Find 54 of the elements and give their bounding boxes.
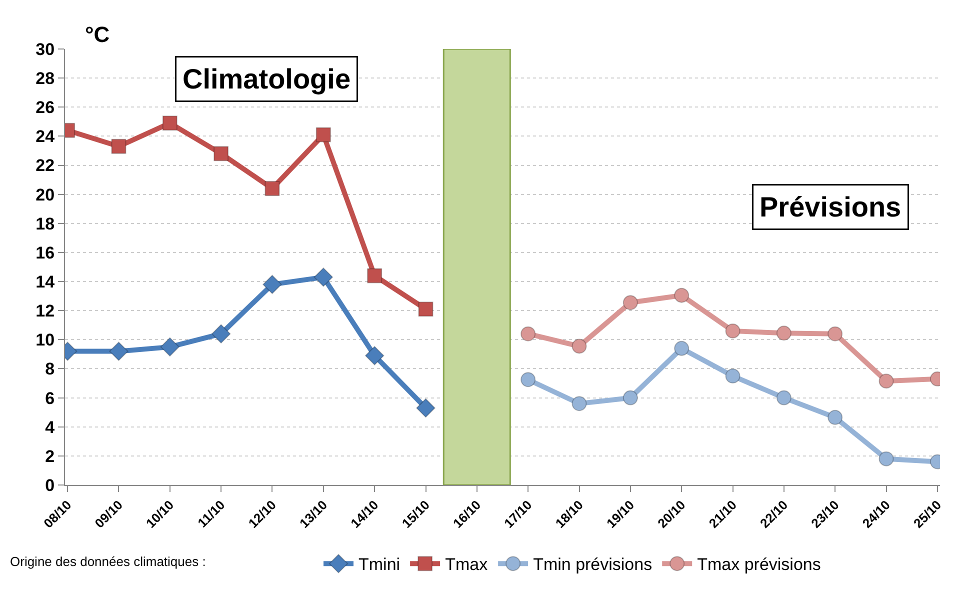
- y-tick-label: 28: [36, 69, 55, 88]
- point: [264, 181, 280, 196]
- y-tick-label: 14: [36, 272, 56, 292]
- point: [725, 368, 740, 384]
- y-tick-label: 4: [45, 418, 56, 437]
- y-axis-title: °C: [85, 22, 110, 47]
- point: [160, 337, 180, 357]
- point: [364, 346, 384, 366]
- y-tick-label: 24: [36, 127, 56, 146]
- legend-label: Tmax: [445, 555, 488, 574]
- point: [776, 326, 792, 341]
- point: [314, 268, 334, 287]
- y-tick-label: 20: [36, 185, 55, 204]
- y-tick-label: 18: [36, 214, 55, 234]
- point: [316, 127, 331, 142]
- point: [572, 396, 587, 412]
- point: [828, 410, 843, 425]
- point: [878, 374, 894, 389]
- y-tick-label: 16: [36, 243, 55, 262]
- text: Origine des données climatiques :: [10, 554, 206, 569]
- point: [828, 326, 843, 342]
- annotation: Prévisions: [760, 192, 902, 222]
- point: [162, 116, 178, 131]
- point: [725, 323, 740, 338]
- y-tick-label: 26: [36, 98, 55, 118]
- point: [520, 326, 536, 342]
- annotation: Climatologie: [182, 64, 351, 94]
- y-tick-label: 22: [36, 156, 55, 176]
- y-tick-label: 0: [45, 476, 55, 495]
- y-tick-label: 8: [45, 360, 55, 379]
- point: [572, 338, 587, 354]
- point: [416, 398, 436, 418]
- point: [520, 372, 536, 388]
- point: [622, 390, 638, 406]
- point: [622, 295, 638, 310]
- y-tick-label: 2: [45, 446, 55, 466]
- point: [674, 288, 690, 303]
- point: [776, 390, 792, 406]
- point: [214, 146, 229, 162]
- point: [878, 451, 894, 466]
- point: [674, 340, 690, 356]
- y-tick-label: 6: [45, 388, 55, 408]
- legend-label: Tmin prévisions: [533, 555, 652, 574]
- legend-label: Tmax prévisions: [697, 555, 821, 574]
- point: [262, 274, 282, 294]
- y-tick-label: 10: [36, 330, 55, 350]
- point: [367, 268, 382, 284]
- point: [418, 302, 434, 317]
- y-tick-label: 30: [36, 40, 55, 59]
- y-tick-label: 12: [36, 302, 55, 321]
- legend-label: Tmini: [358, 555, 400, 574]
- point: [109, 342, 128, 361]
- point: [111, 138, 126, 154]
- point: [211, 324, 231, 344]
